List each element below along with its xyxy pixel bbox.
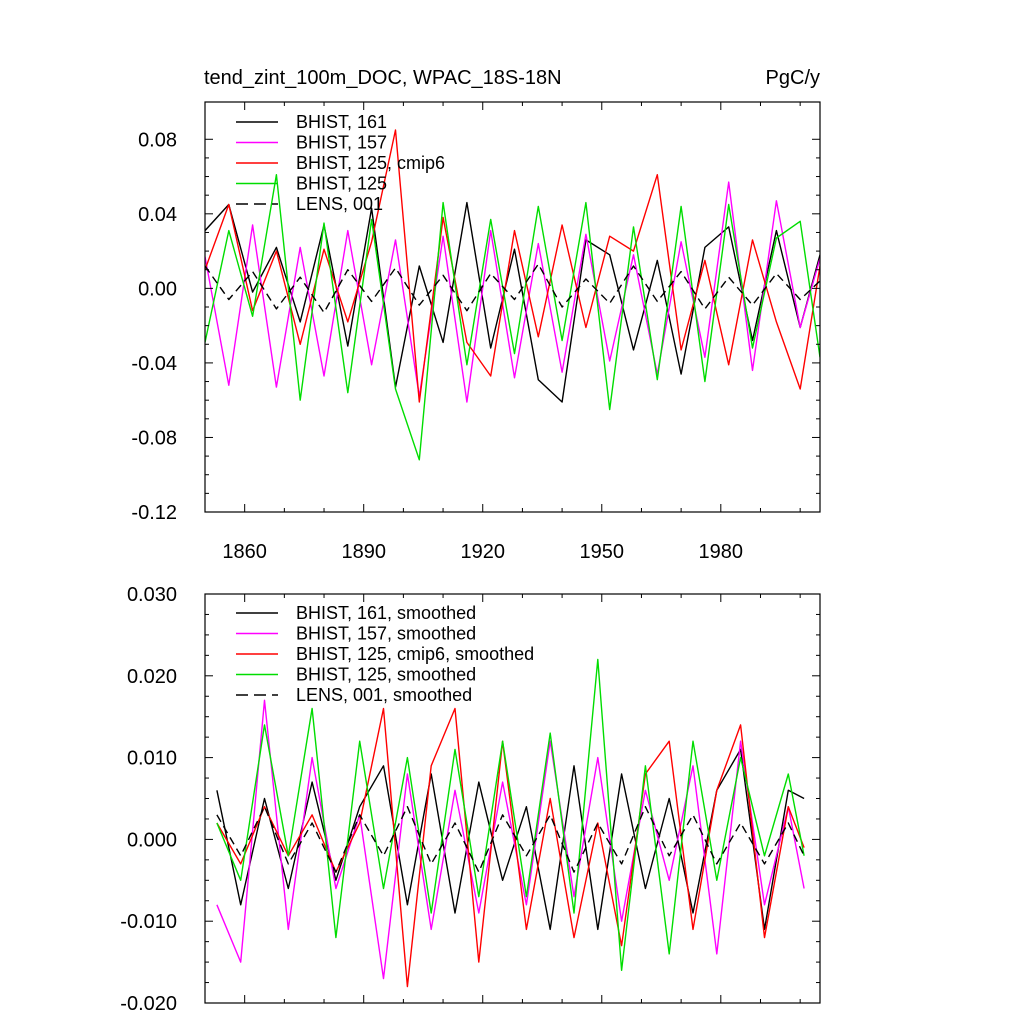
y-tick-label: -0.010 (120, 911, 177, 933)
x-tick-label: 1980 (699, 541, 744, 563)
legend-label: BHIST, 125, smoothed (296, 665, 476, 685)
legend-label: BHIST, 157 (296, 133, 387, 153)
legend-label: BHIST, 161 (296, 112, 387, 132)
top-chart-title: tend_zint_100m_DOC, WPAC_18S-18N (204, 67, 562, 89)
series-line-3 (205, 129, 820, 403)
legend-label: BHIST, 125, cmip6 (296, 153, 445, 173)
legend-label: LENS, 001 (296, 194, 383, 214)
y-tick-label: 0.010 (127, 748, 177, 770)
x-tick-label: 1860 (222, 541, 267, 563)
y-tick-label: 0.030 (127, 584, 177, 606)
legend-label: LENS, 001, smoothed (296, 685, 472, 705)
y-tick-label: 0.08 (138, 129, 177, 151)
legend-label: BHIST, 157, smoothed (296, 624, 476, 644)
legend-label: BHIST, 125 (296, 174, 387, 194)
series-line-4 (205, 173, 820, 461)
y-tick-label: -0.12 (131, 502, 177, 524)
x-tick-label: 1890 (341, 541, 386, 563)
x-tick-label: 1920 (460, 541, 505, 563)
legend-label: BHIST, 125, cmip6, smoothed (296, 644, 534, 664)
y-tick-label: 0.000 (127, 829, 177, 851)
series-group (205, 129, 820, 461)
series-line-1 (216, 748, 805, 931)
x-tick-label: 1950 (580, 541, 625, 563)
bottom-panel: 0.030 0.020 0.010 0.000 -0.010 -0.020 BHIST, 1… (120, 584, 821, 1015)
series-line-2 (205, 181, 820, 403)
y-tick-label: 0.04 (138, 204, 177, 226)
legend-label: BHIST, 161, smoothed (296, 603, 476, 623)
y-tick-label: -0.020 (120, 993, 177, 1015)
series-line-2 (216, 699, 805, 980)
y-tick-label: -0.04 (131, 353, 177, 375)
series-group (216, 658, 805, 988)
y-tick-label: 0.00 (138, 278, 177, 300)
top-chart-units: PgC/y (766, 67, 820, 89)
top-panel: 0.08 0.04 0.00 -0.04 -0.08 -0.12 1860 1890 1920 1… (131, 101, 821, 563)
y-tick-label: -0.08 (131, 427, 177, 449)
series-line-5 (205, 263, 820, 314)
series-line-5 (216, 806, 805, 873)
y-tick-label: 0.020 (127, 666, 177, 688)
